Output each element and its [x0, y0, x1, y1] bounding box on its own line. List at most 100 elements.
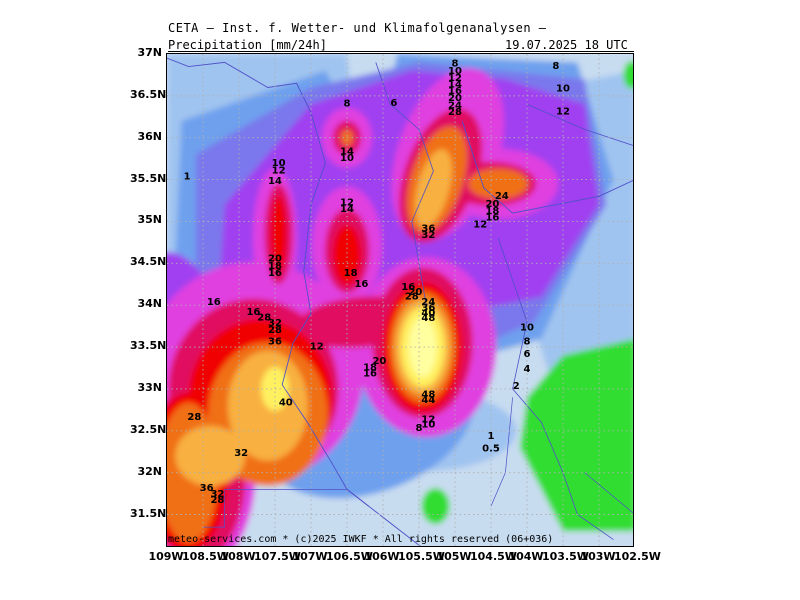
map-title: CETA – Inst. f. Wetter- und Klimafolgena… — [168, 21, 547, 35]
contour-value-label: 36 — [200, 483, 214, 494]
contour-value-label: 10 — [556, 84, 570, 95]
longitude-label: 103W — [580, 550, 616, 563]
longitude-label: 107W — [292, 550, 328, 563]
contour-value-label: 12 — [421, 414, 435, 425]
contour-value-label: 1 — [488, 431, 495, 442]
copyright-footer: meteo-services.com * (c)2025 IWKF * All … — [168, 534, 554, 545]
header-divider — [168, 51, 634, 52]
latitude-label: 36.5N — [130, 87, 167, 101]
longitude-label: 102.5W — [614, 550, 661, 563]
latitude-label: 37N — [137, 46, 162, 59]
precip-orange-2 — [468, 168, 529, 199]
river-sw-tx — [584, 472, 633, 514]
contour-value-label: 16 — [268, 268, 282, 279]
contour-value-label: 20 — [268, 254, 282, 265]
contour-value-label: 40 — [421, 308, 435, 319]
contour-value-label: 12 — [556, 106, 570, 117]
contour-value-label: 16 — [354, 279, 368, 290]
contour-value-label: 24 — [495, 191, 509, 202]
border-bootheel — [203, 489, 225, 528]
contour-value-label: 14 — [448, 79, 462, 90]
contour-value-label: 20 — [408, 287, 422, 298]
contour-value-label: 16 — [207, 297, 221, 308]
contour-value-label: 32 — [421, 230, 435, 241]
dry-area-south — [421, 488, 450, 525]
longitude-label: 103.5W — [542, 550, 589, 563]
precip-lightorange-4 — [175, 425, 246, 486]
contour-value-label: 44 — [421, 395, 435, 406]
border-mexico — [346, 489, 421, 546]
contour-value-label: 48 — [421, 313, 435, 324]
contour-value-label: 6 — [524, 349, 531, 360]
contour-value-label: 36 — [268, 337, 282, 348]
contour-value-label: 8 — [344, 99, 351, 110]
contour-value-label: 10 — [421, 419, 435, 430]
contour-value-label: 36 — [421, 303, 435, 314]
longitude-label: 107.5W — [254, 550, 301, 563]
longitude-label: 108W — [220, 550, 256, 563]
contour-value-label: 32 — [268, 318, 282, 329]
latitude-label: 33.5N — [130, 339, 167, 353]
longitude-label: 104W — [508, 550, 544, 563]
contour-value-label: 10 — [448, 66, 462, 77]
latitude-label: 35N — [137, 213, 162, 227]
contour-value-label: 24 — [448, 100, 462, 111]
contour-value-label: 12 — [310, 342, 324, 353]
contour-value-label: 40 — [279, 398, 293, 409]
contour-value-label: 28 — [257, 312, 271, 323]
contour-value-label: 1 — [184, 172, 191, 183]
precip-lightorange-1 — [414, 149, 453, 227]
contour-value-label: 28 — [405, 291, 419, 302]
state-borders — [167, 57, 633, 546]
contour-value-label: 20 — [448, 93, 462, 104]
contour-value-label: 14 — [268, 176, 282, 187]
precip-red-10 — [333, 224, 361, 285]
latitude-label: 32.5N — [130, 422, 167, 436]
contour-value-label: 18 — [363, 362, 377, 373]
dry-area-east — [519, 339, 633, 532]
contour-value-label: 4 — [524, 364, 531, 375]
precip-max-core — [408, 317, 437, 378]
valid-time: 19.07.2025 18 UTC — [505, 38, 628, 52]
longitude-label: 108.5W — [182, 550, 229, 563]
contour-value-label: 12 — [448, 73, 462, 84]
contour-value-label: 20 — [485, 199, 499, 210]
contour-value-label: 8 — [416, 423, 423, 434]
precipitation-map[interactable]: 8 10 12 14 16 20 24 28 8 10 12 8 6 14 10 10 12 14 1 12 14 36 3… — [166, 53, 634, 547]
contour-value-label: 6 — [390, 98, 397, 109]
contour-value-label: 32 — [210, 489, 224, 500]
latitude-label: 34.5N — [130, 255, 167, 269]
longitude-label: 105W — [436, 550, 472, 563]
contour-value-label: 8 — [524, 337, 531, 348]
contour-value-label: 20 — [372, 356, 386, 367]
contour-value-label: 2 — [513, 381, 520, 392]
latitude-label: 35.5N — [130, 171, 167, 185]
river-north — [526, 103, 633, 146]
longitude-label: 104.5W — [470, 550, 517, 563]
contour-value-label: 16 — [401, 282, 415, 293]
contour-value-label: 14 — [340, 146, 354, 157]
contour-value-label: 16 — [485, 213, 499, 224]
latitude-label: 31.5N — [130, 506, 167, 520]
graticule — [167, 54, 633, 546]
contour-value-label: 16 — [246, 307, 260, 318]
contour-value-label: 48 — [421, 389, 435, 400]
contour-value-label: 8 — [552, 61, 559, 72]
contour-value-label: 36 — [421, 224, 435, 235]
longitude-label: 106.5W — [326, 550, 373, 563]
contour-value-label: 10 — [340, 153, 354, 164]
river-canadian — [461, 120, 633, 214]
contour-value-label: 10 — [520, 322, 534, 333]
contour-value-label: 16 — [448, 86, 462, 97]
contour-value-label: 18 — [268, 261, 282, 272]
longitude-label: 109W — [148, 550, 184, 563]
contour-value-label: 12 — [340, 198, 354, 209]
latitude-label: 33N — [137, 380, 162, 394]
contour-value-label: 12 — [473, 219, 487, 230]
contour-value-label: 24 — [421, 297, 435, 308]
latitude-label: 32N — [137, 464, 162, 478]
contour-value-label: 12 — [272, 166, 286, 177]
latitude-label: 36N — [137, 129, 162, 143]
